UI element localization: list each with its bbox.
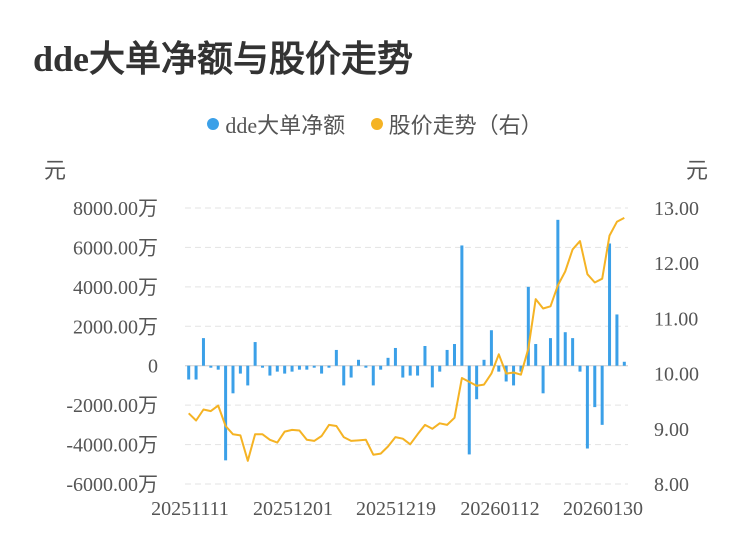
bar (563, 332, 567, 366)
left-tick-label: -2000.00万 (66, 395, 158, 417)
bar (312, 365, 316, 368)
right-tick-label: 12.00 (654, 253, 699, 275)
bar (556, 219, 560, 366)
x-tick-label: 20260130 (563, 498, 643, 520)
chart-title: dde大单净额与股价走势 (33, 39, 414, 79)
bar (600, 365, 604, 425)
right-tick-label: 13.00 (654, 198, 699, 220)
bar (571, 338, 575, 366)
legend-label-price: 股价走势（右） (388, 113, 543, 138)
x-tick-label: 20251111 (151, 498, 229, 520)
bar (231, 365, 235, 394)
bar (253, 342, 257, 366)
bar (452, 344, 456, 366)
bar (541, 365, 545, 394)
left-tick-label: -4000.00万 (66, 435, 158, 457)
bar (297, 365, 301, 370)
bar (246, 365, 250, 386)
bar (482, 359, 486, 366)
bar (379, 365, 383, 370)
bar (475, 365, 479, 400)
bar (430, 365, 434, 388)
bar (364, 365, 368, 368)
bar (401, 365, 405, 378)
bar (526, 286, 530, 366)
legend-item-dde[interactable]: dde大单净额 (207, 108, 345, 140)
bar (578, 365, 582, 372)
bar (238, 365, 242, 374)
bar (209, 365, 213, 368)
left-tick-label: 2000.00万 (73, 316, 158, 338)
bar (194, 365, 198, 380)
left-tick-label: 8000.00万 (73, 198, 158, 220)
bar (548, 338, 552, 366)
legend-item-price[interactable]: 股价走势（右） (370, 108, 543, 140)
line-series (188, 217, 625, 462)
left-tick-label: 6000.00万 (73, 237, 158, 259)
price-line (188, 217, 625, 462)
bar (290, 365, 294, 372)
x-tick-label: 20260112 (460, 498, 539, 520)
bar (534, 344, 538, 366)
bar (386, 357, 390, 366)
bar-series (187, 219, 626, 461)
left-axis-unit: 元 (44, 158, 66, 183)
left-tick-label: -6000.00万 (66, 474, 158, 496)
bar (512, 365, 516, 386)
right-axis-unit: 元 (686, 158, 708, 183)
bar (489, 330, 493, 366)
bar (467, 365, 471, 455)
bar (608, 243, 612, 366)
bar (327, 365, 331, 368)
legend-marker-price (370, 118, 383, 130)
bar (357, 359, 361, 366)
bar (261, 365, 265, 368)
right-tick-label: 11.00 (654, 308, 698, 330)
right-tick-label: 9.00 (654, 419, 689, 441)
bar (416, 365, 420, 376)
axes: 元 元 8000.00万 6000.00万 4000.00万 2000.00万 0 -20… (44, 158, 708, 520)
bar (349, 365, 353, 378)
bar (438, 365, 442, 372)
bar (519, 365, 523, 372)
legend: dde大单净额 股价走势（右） (0, 108, 750, 140)
bar (371, 365, 375, 386)
bar (275, 365, 279, 372)
left-tick-label: 4000.00万 (73, 277, 158, 299)
bar (593, 365, 597, 408)
bar (393, 347, 397, 366)
bar (268, 365, 272, 376)
bar (320, 365, 324, 374)
grid (185, 207, 628, 485)
left-tick-label: 0 (148, 356, 158, 378)
bar (305, 365, 309, 370)
right-tick-label: 10.00 (654, 364, 699, 386)
bar (224, 365, 228, 461)
legend-marker-dde (207, 118, 220, 130)
bar (497, 365, 501, 372)
bar (622, 361, 626, 366)
x-tick-label: 20251201 (253, 498, 333, 520)
right-tick-label: 8.00 (654, 474, 689, 496)
bar (408, 365, 412, 376)
x-tick-label: 20251219 (356, 498, 436, 520)
bar (445, 349, 449, 366)
bar (460, 245, 464, 366)
bar (201, 338, 205, 366)
bar (615, 314, 619, 366)
bar (334, 349, 338, 366)
bar (216, 365, 220, 370)
bar (283, 365, 287, 374)
bar (187, 365, 191, 380)
bar (342, 365, 346, 386)
legend-label-dde: dde大单净额 (225, 113, 346, 138)
bar (423, 346, 427, 366)
bar (585, 365, 589, 449)
